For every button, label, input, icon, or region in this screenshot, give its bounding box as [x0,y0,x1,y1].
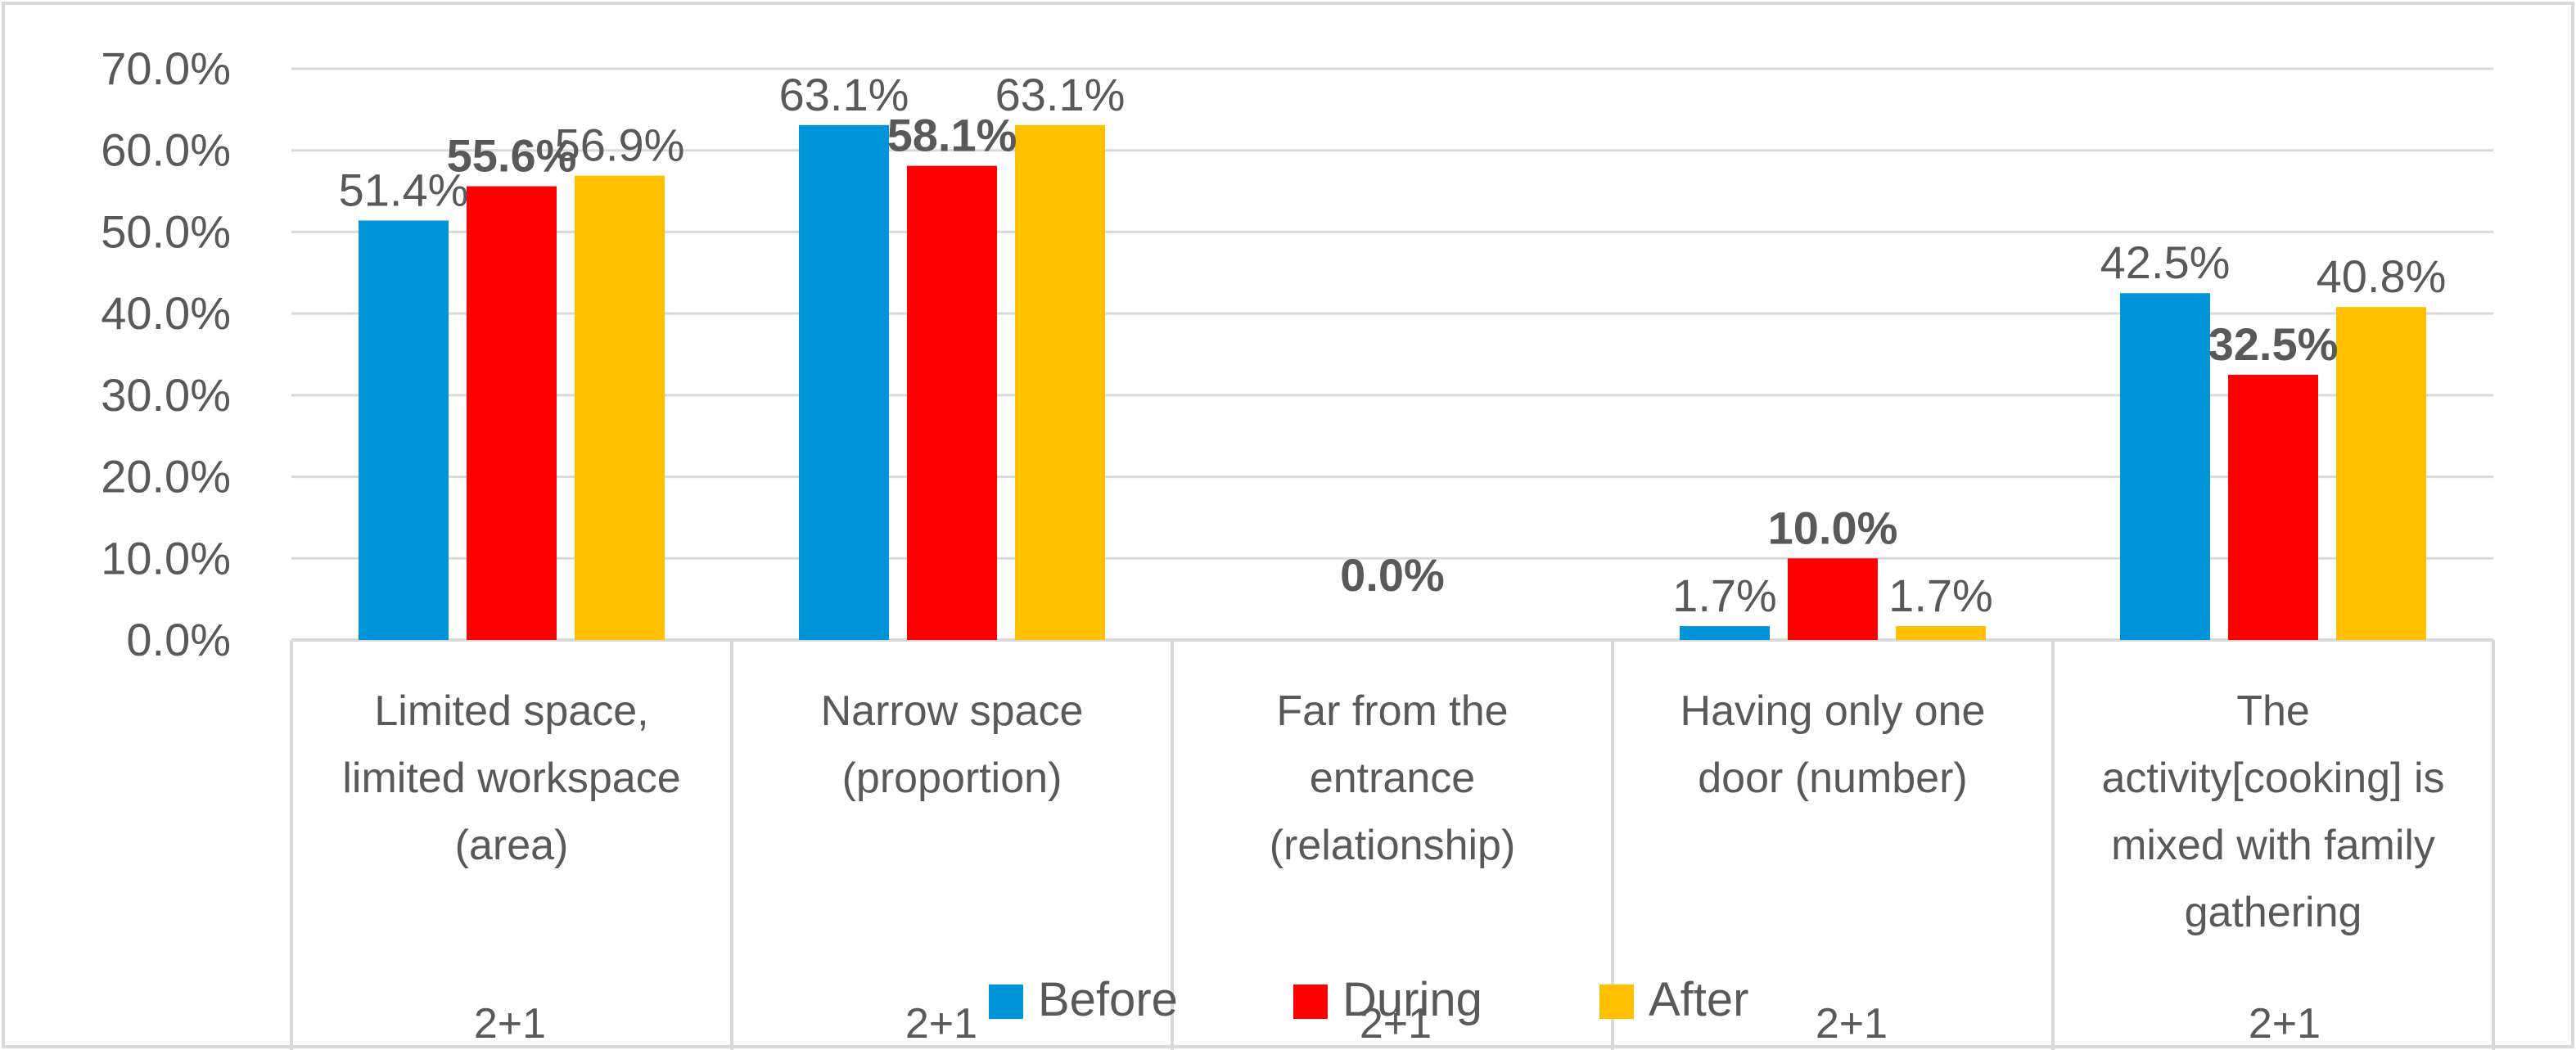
legend-label-after: After [1649,973,1749,1026]
bar-before [799,124,889,640]
bars [359,124,2426,641]
category-labels: Limited space, limited workspace (area) Nar… [342,687,2444,936]
y-tick-label: 40.0% [101,287,231,339]
data-label: 10.0% [1768,502,1898,553]
legend-swatch-during [1293,985,1328,1019]
category-label: limited workspace [342,755,680,802]
sub-label: 2+1 [474,1000,546,1048]
legend-label-before: Before [1038,973,1178,1026]
sub-labels: 2+1 2+1 2+1 2+1 2+1 [474,1000,2321,1048]
category-label: entrance [1310,755,1475,802]
sub-label: 2+1 [905,1000,977,1048]
y-tick-label: 0.0% [126,614,231,665]
category-label: Far from the [1276,687,1508,735]
bar-before [359,220,449,640]
data-label: 51.4% [339,164,469,215]
sub-label: 2+1 [1816,1000,1888,1048]
category-label: mixed with family [2111,822,2435,869]
y-tick-label: 30.0% [101,369,231,421]
y-tick-label: 50.0% [101,205,231,257]
category-label: (proportion) [842,755,1062,802]
data-label: 63.1% [995,69,1126,120]
data-label: 63.1% [779,69,909,120]
category-label: (relationship) [1270,822,1516,869]
data-label: 40.8% [2317,250,2447,302]
sub-label: 2+1 [1360,1000,1432,1048]
sub-label: 2+1 [2249,1000,2321,1048]
legend-swatch-after [1599,985,1634,1019]
y-tick-label: 10.0% [101,532,231,584]
data-label: 42.5% [2100,237,2231,288]
y-tick-label: 60.0% [101,124,231,176]
category-label: (area) [455,822,569,869]
category-label: Having only one [1680,687,1986,735]
legend-label-during: During [1342,973,1482,1026]
category-label: door (number) [1698,755,1967,802]
y-tick-label: 20.0% [101,451,231,502]
data-label: 55.6% [447,130,577,182]
bar-during [1788,558,1878,640]
bar-before [1680,626,1770,640]
category-label: gathering [2185,889,2362,936]
bar-after [575,175,665,640]
bar-after [2336,307,2426,640]
bar-after [1896,626,1986,640]
axes: 0.0% 10.0% 20.0% 30.0% 40.0% 50.0% 60.0% 70.0% [101,43,2495,1050]
category-label: activity[cooking] is [2101,755,2444,802]
data-label: 0.0% [1340,549,1445,601]
data-label: 32.5% [2208,318,2339,370]
bar-during [907,165,997,640]
legend: Before During After [989,973,1749,1026]
data-labels: 51.4% 63.1% 1.7% 42.5% 55.6% 58.1% 0.0% 10.0% 32… [339,69,2447,621]
category-label: The [2236,687,2310,735]
legend-swatch-before [989,985,1023,1019]
category-label: Limited space, [374,687,648,735]
bar-after [1015,124,1105,640]
data-label: 1.7% [1888,570,1993,621]
data-label: 1.7% [1672,570,1777,621]
bar-during [2228,374,2318,640]
bar-before [2120,293,2210,640]
category-label: Narrow space [821,687,1084,735]
y-tick-label: 70.0% [101,43,231,94]
bar-during [467,186,557,641]
data-label: 58.1% [887,110,1017,161]
data-label: 56.9% [555,119,685,171]
